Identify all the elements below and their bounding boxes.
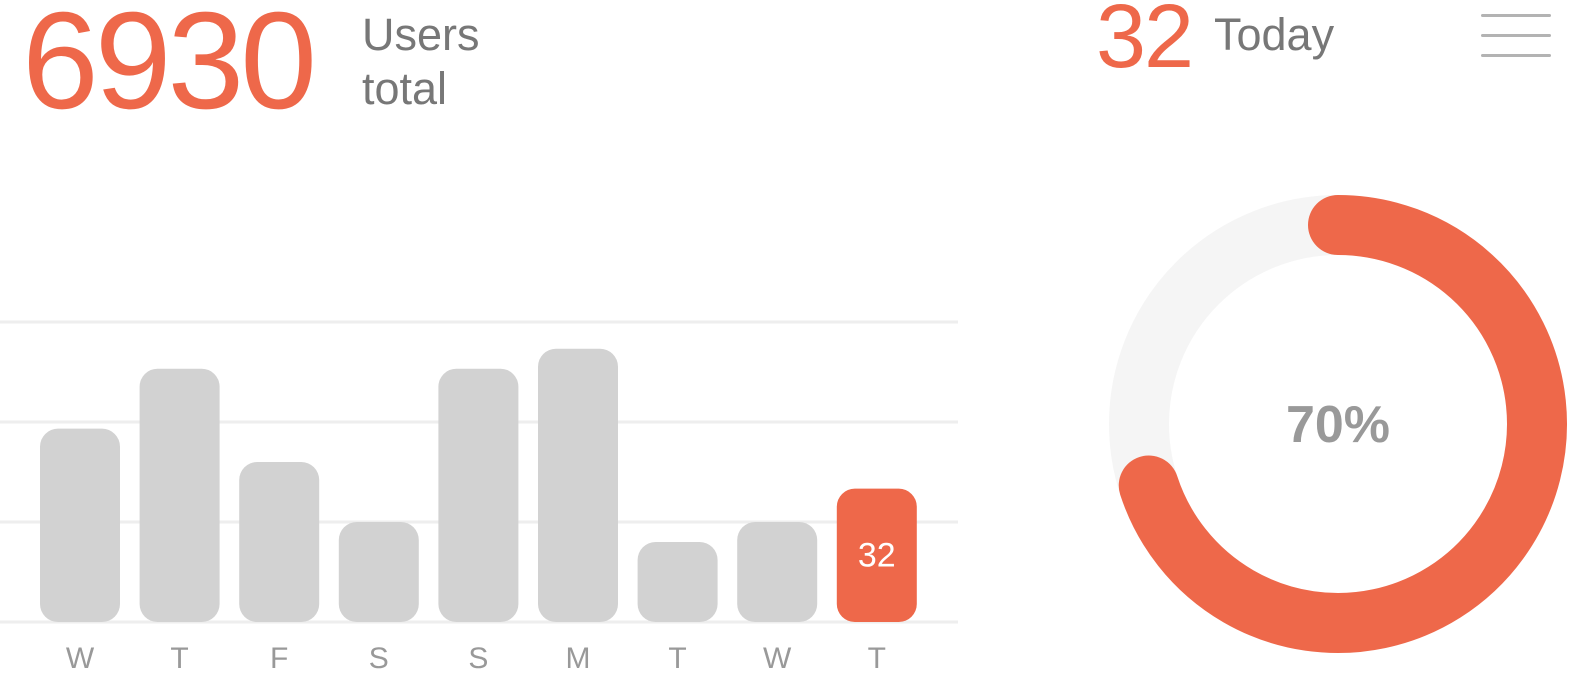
weekly-users-bar-chart: W T F S S M T W 32 T: [0, 320, 958, 674]
bar-today[interactable]: [836, 488, 917, 622]
donut-center-label: 70%: [1286, 396, 1390, 454]
bar[interactable]: [538, 348, 618, 622]
users-total-value: 6930: [22, 0, 317, 138]
x-axis-tick-label: M: [566, 642, 591, 674]
x-axis-tick-label: T: [668, 642, 686, 674]
bar[interactable]: [338, 522, 419, 622]
bar[interactable]: [438, 368, 519, 622]
bar[interactable]: [139, 368, 220, 622]
bar[interactable]: [40, 428, 120, 622]
today-value: 32: [1096, 0, 1194, 87]
x-axis-tick-label: S: [468, 642, 488, 674]
x-axis-tick-label: F: [270, 642, 288, 674]
users-total-label-line1: Users: [362, 9, 480, 60]
menu-button[interactable]: [1478, 10, 1554, 62]
users-total-label-line2: total: [362, 63, 448, 114]
bar[interactable]: [637, 542, 718, 622]
x-axis-tick-label: S: [369, 642, 389, 674]
x-axis-tick-label: T: [868, 642, 886, 674]
today-progress-donut-chart: 70%: [1109, 195, 1567, 653]
x-axis-tick-label: W: [66, 642, 95, 674]
bar-data-label: 32: [858, 537, 896, 575]
x-axis-tick-label: W: [763, 642, 792, 674]
x-axis-tick-label: T: [170, 642, 188, 674]
bar[interactable]: [239, 462, 320, 622]
today-label: Today: [1214, 9, 1335, 60]
bar[interactable]: [737, 522, 818, 622]
users-total-label: Users total: [362, 8, 480, 116]
donut-progress-arc: [1118, 195, 1567, 653]
